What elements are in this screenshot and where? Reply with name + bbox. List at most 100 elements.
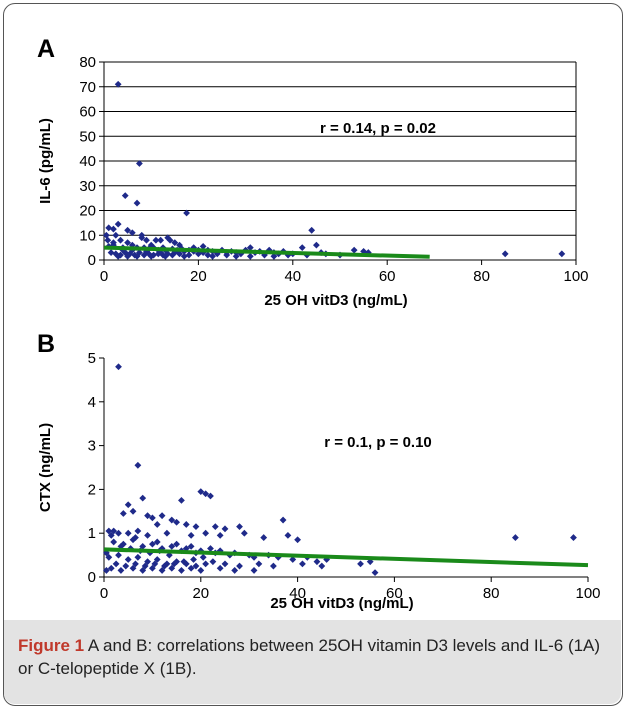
panel-a-data-point bbox=[313, 241, 320, 249]
panel-a-data-point bbox=[128, 241, 136, 249]
panel-a-data-point bbox=[133, 252, 141, 260]
panel-a-data-point bbox=[171, 239, 179, 247]
panel-b-data-point bbox=[192, 562, 200, 570]
panel-a-data-point bbox=[114, 80, 122, 88]
panel-a-x-tick-label: 0 bbox=[100, 268, 108, 285]
panel-a-x-tick-label: 60 bbox=[379, 268, 396, 285]
caption-background bbox=[4, 620, 621, 704]
panel-a-x-tick-label: 80 bbox=[473, 268, 490, 285]
panel-a-x-tick-label: 40 bbox=[284, 268, 301, 285]
figure-label: Figure 1 bbox=[18, 636, 85, 655]
panel-b-data-point bbox=[187, 531, 195, 539]
panel-a-data-point bbox=[199, 242, 207, 250]
panel-b-data-point bbox=[255, 560, 263, 568]
panel-a-data-point bbox=[232, 252, 240, 260]
panel-b-y-axis-title: CTX (ng/mL) bbox=[37, 423, 54, 512]
panel-b-data-point bbox=[122, 562, 130, 570]
panel-b-data-point bbox=[134, 527, 142, 535]
panel-a-y-tick-label: 10 bbox=[79, 227, 96, 244]
panel-a-data-point bbox=[104, 236, 112, 244]
panel-a-data-point bbox=[350, 246, 358, 254]
panel-b-data-point bbox=[112, 560, 120, 568]
panel-b-data-point bbox=[216, 531, 224, 539]
panel-b-data-point bbox=[357, 560, 364, 568]
panel-b-data-point bbox=[250, 567, 258, 574]
panel-b-data-point bbox=[117, 567, 125, 574]
panel-a-y-tick-label: 20 bbox=[79, 203, 96, 220]
panel-b-data-point bbox=[173, 558, 180, 566]
panel-b-data-point bbox=[190, 556, 197, 563]
panel-b-y-tick-label: 0 bbox=[88, 569, 96, 586]
panel-b-data-point bbox=[149, 540, 156, 548]
panel-a-data-point bbox=[102, 231, 110, 239]
figure-caption: Figure 1 A and B: correlations between 2… bbox=[18, 634, 608, 680]
panel-b-data-point bbox=[149, 514, 156, 522]
panel-b-x-tick-label: 20 bbox=[192, 585, 209, 602]
panel-b-data-point bbox=[178, 567, 185, 574]
panel-b-data-point bbox=[279, 516, 287, 524]
panel-a-y-tick-label: 30 bbox=[79, 178, 96, 195]
panel-a-y-tick-label: 70 bbox=[79, 79, 96, 96]
panel-a-data-point bbox=[121, 249, 129, 256]
panel-b-data-point bbox=[134, 461, 142, 469]
panel-a-data-point bbox=[166, 236, 174, 244]
panel-a-data-point bbox=[121, 192, 129, 200]
panel-b-data-point bbox=[163, 529, 171, 537]
panel-b-data-point bbox=[134, 553, 142, 561]
panel-b-data-point bbox=[115, 551, 122, 559]
panel-b-data-point bbox=[158, 567, 166, 574]
panel-b-data-point bbox=[199, 553, 207, 561]
panel-b-data-point bbox=[107, 564, 115, 572]
panel-a-data-point bbox=[110, 239, 117, 247]
panel-b-data-point bbox=[284, 531, 292, 539]
panel-b-data-point bbox=[107, 531, 115, 539]
panel-a-correlation-annotation: r = 0.14, p = 0.02 bbox=[320, 120, 436, 137]
panel-a-data-point bbox=[136, 160, 143, 167]
panel-a-data-point bbox=[176, 241, 183, 249]
panel-a-x-axis-title: 25 OH vitD3 (ng/mL) bbox=[264, 292, 407, 309]
panel-b-data-point bbox=[202, 490, 210, 498]
panel-a-data-point bbox=[128, 229, 136, 237]
panel-b-data-point bbox=[178, 496, 185, 504]
panel-a-data-point bbox=[133, 199, 141, 207]
panel-a-y-tick-label: 50 bbox=[79, 128, 96, 145]
panel-b-x-tick-label: 60 bbox=[386, 585, 403, 602]
panel-b-data-point bbox=[570, 534, 577, 541]
caption-text: A and B: correlations between 25OH vitam… bbox=[18, 636, 601, 678]
panel-b-data-point bbox=[299, 560, 306, 568]
panel-a-data-point bbox=[176, 250, 183, 258]
panel-b-data-point bbox=[168, 542, 176, 550]
panel-b-data-point bbox=[173, 540, 180, 548]
panel-b-data-point bbox=[129, 536, 137, 544]
panel-a-data-point bbox=[308, 226, 316, 234]
panel-b-data-point bbox=[173, 518, 180, 526]
panel-a-data-point bbox=[298, 244, 306, 252]
panel-a-data-point bbox=[110, 225, 117, 233]
panel-b-data-point bbox=[153, 538, 161, 546]
panel-b-data-point bbox=[207, 545, 214, 552]
panel-b-data-point bbox=[168, 564, 176, 572]
panel-a-data-point bbox=[183, 209, 190, 217]
panel-a-data-point bbox=[114, 252, 122, 260]
panel-a-data-point bbox=[185, 251, 193, 259]
panel-b-x-tick-label: 80 bbox=[483, 585, 500, 602]
panel-b-data-point bbox=[168, 516, 176, 524]
panel-b-data-point bbox=[139, 567, 147, 574]
panel-a-data-point bbox=[501, 250, 509, 258]
panel-a-y-tick-label: 80 bbox=[79, 54, 96, 71]
panel-b-data-point bbox=[236, 562, 243, 570]
panel-b-data-point bbox=[105, 553, 113, 561]
panel-b-data-point bbox=[231, 567, 239, 574]
panel-b-data-point bbox=[294, 536, 301, 544]
panel-a-data-point bbox=[161, 252, 169, 260]
panel-b-data-point bbox=[202, 529, 210, 537]
panel-b-x-axis-title: 25 OH vitD3 (ng/mL) bbox=[270, 595, 413, 612]
panel-b-y-tick-label: 4 bbox=[88, 394, 96, 411]
panel-b-data-point bbox=[132, 534, 139, 541]
panel-a-data-point bbox=[180, 252, 188, 260]
panel-b-data-point bbox=[115, 363, 122, 371]
panel-a-data-point bbox=[124, 226, 131, 234]
panel-a-data-point bbox=[223, 251, 231, 259]
panel-a-data-point bbox=[364, 249, 372, 256]
